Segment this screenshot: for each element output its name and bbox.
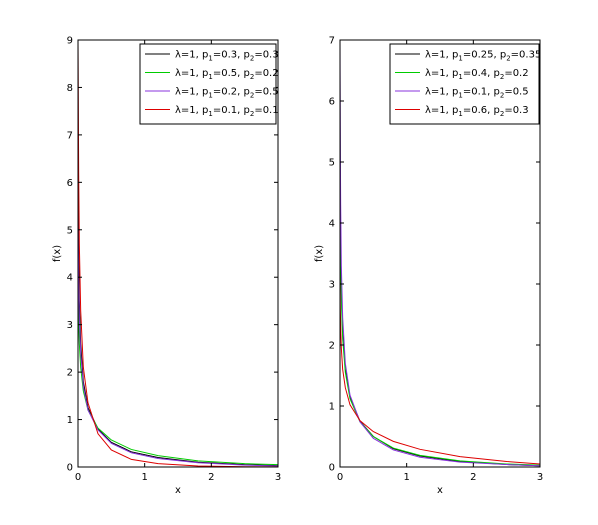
legend-box <box>389 43 540 125</box>
legend-entry: λ=1, p1=0.25, p2=0.35 <box>425 50 541 63</box>
y-tick-label: 4 <box>329 219 335 230</box>
y-tick-label: 9 <box>67 36 73 47</box>
y-tick-label: 0 <box>67 463 73 474</box>
x-axis-label: x <box>437 485 443 496</box>
y-tick-label: 3 <box>329 280 335 291</box>
series-line-4 <box>78 40 278 467</box>
y-tick-label: 0 <box>329 463 335 474</box>
legend: λ=1, p1=0.3, p2=0.3 λ=1, p1=0.5, p2=0.2 λ=… <box>139 43 279 125</box>
series-line-2 <box>340 131 540 466</box>
y-tick-label: 7 <box>67 130 73 141</box>
y-tick-label: 5 <box>67 225 73 236</box>
legend-entry: λ=1, p1=0.6, p2=0.3 <box>425 105 529 118</box>
legend-entry: λ=1, p1=0.2, p2=0.5 <box>175 87 279 100</box>
x-tick-label: 2 <box>208 472 214 483</box>
y-tick-label: 1 <box>67 415 73 426</box>
axes-frame <box>77 39 279 468</box>
legend: λ=1, p1=0.25, p2=0.35 λ=1, p1=0.4, p2=0.2… <box>389 43 541 125</box>
y-tick-label: 2 <box>329 341 335 352</box>
series-line-4 <box>340 271 540 465</box>
y-tick-label: 4 <box>67 273 73 284</box>
x-tick-label: 1 <box>403 472 409 483</box>
x-axis-label: x <box>175 485 181 496</box>
y-tick-label: 7 <box>329 36 335 47</box>
y-tick-label: 6 <box>67 178 73 189</box>
y-tick-label: 3 <box>67 320 73 331</box>
legend-entry: λ=1, p1=0.1, p2=0.5 <box>425 87 529 100</box>
x-tick-label: 3 <box>537 472 543 483</box>
series-line-3 <box>340 40 540 467</box>
legend-entry: λ=1, p1=0.1, p2=0.1 <box>175 105 279 118</box>
y-tick-label: 6 <box>329 97 335 108</box>
y-tick-label: 1 <box>329 402 335 413</box>
series-line-1 <box>340 70 540 467</box>
series-line-3 <box>78 158 278 467</box>
legend-entry: λ=1, p1=0.3, p2=0.3 <box>175 50 279 63</box>
x-tick-label: 2 <box>470 472 476 483</box>
y-tick-label: 5 <box>329 158 335 169</box>
legend-entry: λ=1, p1=0.5, p2=0.2 <box>175 68 279 81</box>
y-tick-label: 2 <box>67 368 73 379</box>
axes-frame <box>339 39 541 468</box>
legend-entry: λ=1, p1=0.4, p2=0.2 <box>425 68 529 81</box>
y-axis-label: f(x) <box>314 245 325 262</box>
x-tick-label: 1 <box>141 472 147 483</box>
x-tick-label: 0 <box>75 472 81 483</box>
x-tick-label: 0 <box>337 472 343 483</box>
legend-box <box>139 43 277 125</box>
y-axis-label: f(x) <box>52 245 63 262</box>
y-tick-label: 8 <box>67 83 73 94</box>
x-tick-label: 3 <box>275 472 281 483</box>
series-line-2 <box>78 253 278 466</box>
